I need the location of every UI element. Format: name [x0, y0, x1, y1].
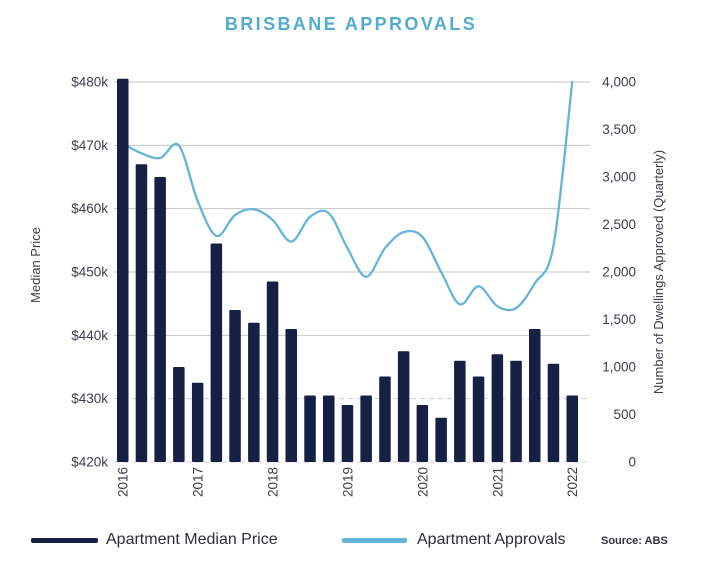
median-price-bar — [266, 281, 279, 462]
median-price-bar — [341, 405, 354, 462]
median-price-bar — [304, 395, 316, 462]
left-axis-tick-label: $430k — [71, 391, 108, 406]
x-axis-tick-label: 2018 — [266, 467, 281, 497]
right-axis-tick-label: 1,500 — [602, 312, 636, 327]
median-price-bar — [173, 367, 185, 462]
median-price-bar — [210, 243, 223, 462]
median-price-bar — [547, 363, 560, 462]
median-price-bar — [397, 351, 410, 462]
median-price-bar — [248, 322, 260, 462]
chart-title: BRISBANE APPROVALS — [224, 14, 478, 34]
left-axis-tick-label: $470k — [71, 138, 108, 153]
median-price-bar — [229, 310, 241, 462]
median-price-bar — [566, 395, 578, 462]
right-axis-tick-label: 1,000 — [602, 360, 636, 375]
x-axis-tick-label: 2022 — [565, 467, 580, 497]
median-price-bar — [416, 405, 429, 462]
gridlines-layer — [114, 81, 590, 463]
median-price-bar — [323, 395, 335, 462]
right-axis-tick-label: 0 — [628, 455, 636, 470]
left-axis-tick-label: $440k — [71, 328, 108, 343]
source-label: Source: ABS — [601, 535, 668, 547]
median-price-bar — [472, 376, 485, 462]
series-layer — [117, 78, 578, 463]
left-axis-tick-label: $480k — [71, 75, 108, 90]
approvals-line — [121, 80, 574, 312]
median-price-bar — [510, 360, 522, 462]
median-price-bar — [360, 395, 372, 462]
left-axis-tick-label: $450k — [71, 265, 108, 280]
x-axis-tick-label: 2017 — [191, 467, 206, 497]
median-price-bar — [154, 177, 166, 462]
median-price-bar — [117, 78, 129, 463]
median-price-bar — [435, 417, 447, 462]
median-price-bar — [529, 329, 541, 462]
left-axis-title: Median Price — [28, 227, 43, 303]
median-price-bar — [491, 354, 504, 462]
right-axis-tick-label: 500 — [613, 407, 636, 422]
x-axis-tick-label: 2019 — [340, 467, 355, 497]
median-price-bar — [379, 376, 391, 462]
left-axis-tick-label: $420k — [71, 455, 108, 470]
right-axis-tick-label: 4,000 — [602, 75, 636, 90]
right-axis-tick-label: 3,000 — [602, 170, 636, 185]
legend-label-median-price: Apartment Median Price — [106, 531, 278, 548]
x-axis-tick-label: 2021 — [490, 467, 505, 497]
median-price-bar — [135, 164, 148, 463]
x-axis-tick-label: 2016 — [116, 467, 131, 497]
right-axis-tick-label: 2,000 — [602, 265, 636, 280]
right-axis-tick-label: 3,500 — [602, 122, 636, 137]
legend-label-approvals: Apartment Approvals — [417, 531, 566, 548]
left-axis-tick-label: $460k — [71, 201, 108, 216]
right-axis-tick-label: 2,500 — [602, 217, 636, 232]
right-axis-title: Number of Dwellings Approved (Quarterly) — [651, 150, 666, 394]
median-price-bar — [285, 329, 297, 462]
legend-swatch-median-price — [31, 538, 98, 543]
median-price-bar — [454, 360, 466, 462]
median-price-bar — [191, 382, 204, 462]
tick-labels-layer: $480k $470k $460k $450k $440k $430k $420k 4,000… — [71, 75, 636, 498]
legend-swatch-approvals — [342, 538, 407, 543]
x-axis-tick-label: 2020 — [415, 467, 430, 497]
